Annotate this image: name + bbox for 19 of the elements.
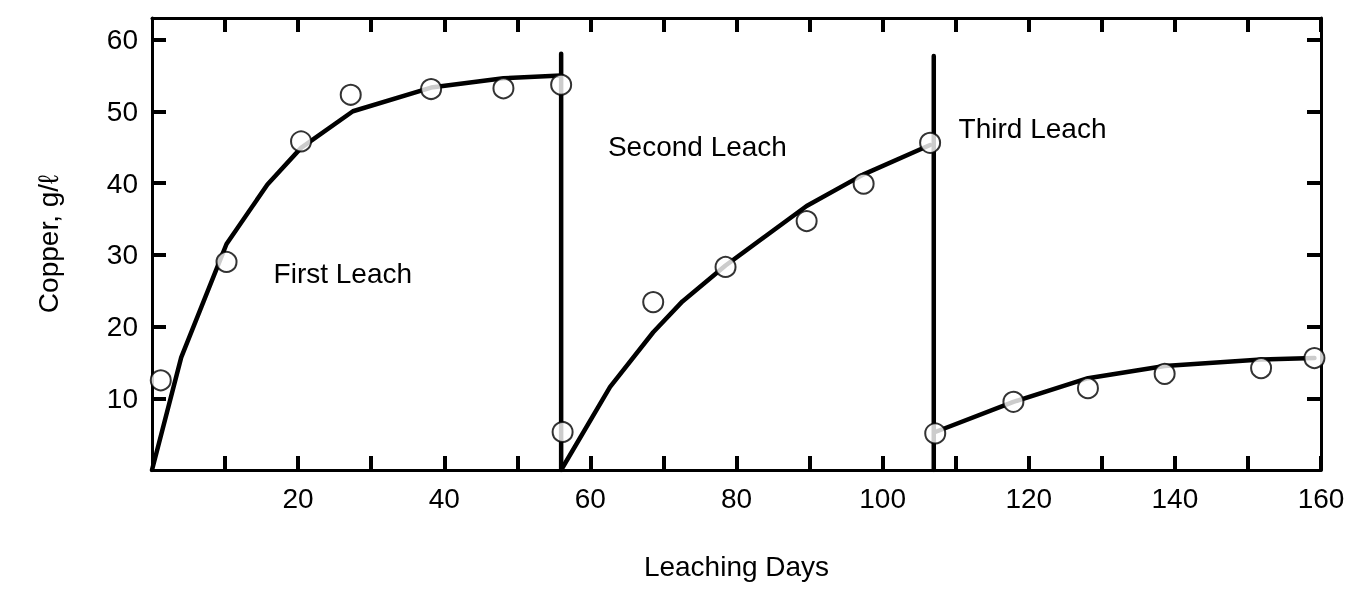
y-tick-label: 50 [106, 95, 138, 127]
x-tick-label: 20 [282, 482, 314, 514]
annotation: Third Leach [958, 113, 1107, 145]
annotation: First Leach [273, 257, 413, 289]
y-tick-label: 20 [106, 311, 138, 343]
y-tick-label: 40 [106, 167, 138, 199]
y-tick-label: 10 [106, 382, 138, 414]
x-tick-label: 140 [1151, 482, 1199, 514]
x-tick-label: 40 [428, 482, 460, 514]
y-axis-title: Copper, g/ℓ [32, 174, 64, 314]
annotation: Second Leach [607, 131, 787, 163]
x-tick-label: 100 [859, 482, 906, 514]
x-tick-label: 60 [574, 482, 606, 514]
y-tick-label: 30 [106, 239, 138, 271]
x-axis-title: Leaching Days [643, 550, 830, 582]
x-tick-label: 80 [720, 482, 753, 514]
x-tick-label: 120 [1005, 482, 1053, 514]
y-tick-label: 60 [106, 24, 138, 56]
x-tick-label: 160 [1297, 482, 1345, 514]
